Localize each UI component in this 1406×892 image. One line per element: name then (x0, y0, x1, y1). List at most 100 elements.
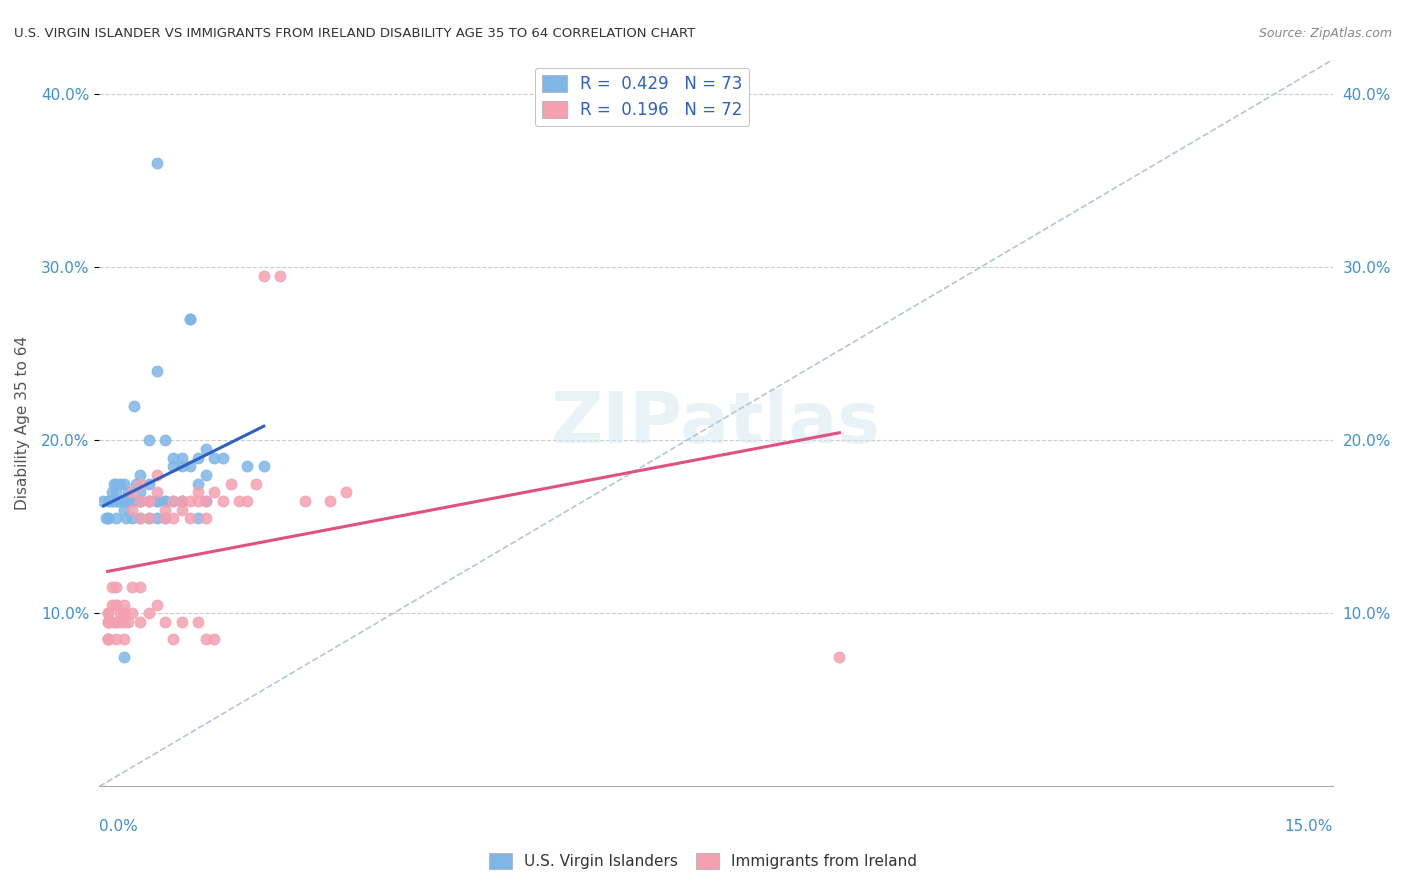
Point (146, 494, 169, 508)
Point (294, 494, 316, 508)
Point (236, 494, 259, 508)
Legend: R =  0.429   N = 73, R =  0.196   N = 72: R = 0.429 N = 73, R = 0.196 N = 72 (536, 68, 749, 126)
Point (104, 485, 127, 500)
Point (153, 494, 176, 508)
Point (138, 476, 160, 491)
Point (170, 615, 193, 629)
Point (108, 476, 131, 491)
Point (138, 494, 160, 508)
Point (112, 615, 135, 629)
Point (195, 494, 218, 508)
Point (146, 511, 169, 525)
Point (204, 632, 226, 647)
Point (129, 511, 152, 525)
Point (117, 485, 139, 500)
Point (153, 434, 176, 448)
Point (179, 494, 201, 508)
Point (187, 476, 209, 491)
Point (170, 450, 193, 465)
Point (187, 511, 209, 525)
Point (146, 467, 169, 482)
Point (104, 598, 127, 612)
Point (100, 494, 122, 508)
Point (112, 607, 135, 621)
Point (138, 494, 160, 508)
Point (112, 502, 135, 516)
Point (121, 581, 143, 595)
Point (146, 485, 169, 500)
Point (195, 632, 218, 647)
Point (94, 511, 117, 525)
Point (121, 494, 143, 508)
Point (153, 511, 176, 525)
Point (146, 494, 169, 508)
Point (138, 511, 160, 525)
Point (121, 494, 143, 508)
Legend: U.S. Virgin Islanders, Immigrants from Ireland: U.S. Virgin Islanders, Immigrants from I… (482, 847, 924, 875)
Point (153, 511, 176, 525)
Point (146, 364, 169, 378)
Point (187, 485, 209, 500)
Point (129, 476, 152, 491)
Point (104, 511, 127, 525)
Point (121, 511, 143, 525)
Point (187, 494, 209, 508)
Point (107, 494, 129, 508)
Point (253, 268, 276, 283)
Point (162, 450, 184, 465)
Point (112, 649, 135, 664)
Point (828, 649, 851, 664)
Text: ZIPatlas: ZIPatlas (551, 389, 882, 458)
Point (138, 434, 160, 448)
Point (129, 615, 152, 629)
Point (108, 615, 131, 629)
Point (162, 459, 184, 474)
Point (179, 459, 201, 474)
Point (104, 615, 127, 629)
Point (245, 476, 267, 491)
Point (138, 494, 160, 508)
Point (335, 485, 357, 500)
Point (117, 494, 139, 508)
Point (112, 632, 135, 647)
Point (96, 494, 118, 508)
Point (104, 632, 127, 647)
Point (122, 399, 145, 413)
Point (162, 511, 184, 525)
Point (146, 598, 169, 612)
Point (219, 476, 242, 491)
Point (146, 156, 169, 170)
Point (100, 494, 122, 508)
Point (121, 494, 143, 508)
Point (103, 476, 125, 491)
Point (96, 615, 118, 629)
Point (236, 459, 259, 474)
Point (129, 467, 152, 482)
Point (100, 598, 122, 612)
Point (170, 502, 193, 516)
Point (112, 598, 135, 612)
Point (129, 485, 152, 500)
Point (204, 450, 226, 465)
Point (104, 476, 127, 491)
Point (170, 494, 193, 508)
Point (117, 494, 139, 508)
Point (108, 607, 131, 621)
Point (96, 632, 118, 647)
Point (162, 494, 184, 508)
Point (96, 511, 118, 525)
Point (104, 615, 127, 629)
Point (153, 502, 176, 516)
Point (96, 632, 118, 647)
Point (93, 494, 115, 508)
Point (96, 607, 118, 621)
Point (170, 494, 193, 508)
Point (129, 494, 152, 508)
Point (253, 459, 276, 474)
Point (195, 442, 218, 456)
Point (100, 581, 122, 595)
Point (96, 511, 118, 525)
Point (269, 268, 291, 283)
Point (228, 494, 250, 508)
Point (112, 494, 135, 508)
